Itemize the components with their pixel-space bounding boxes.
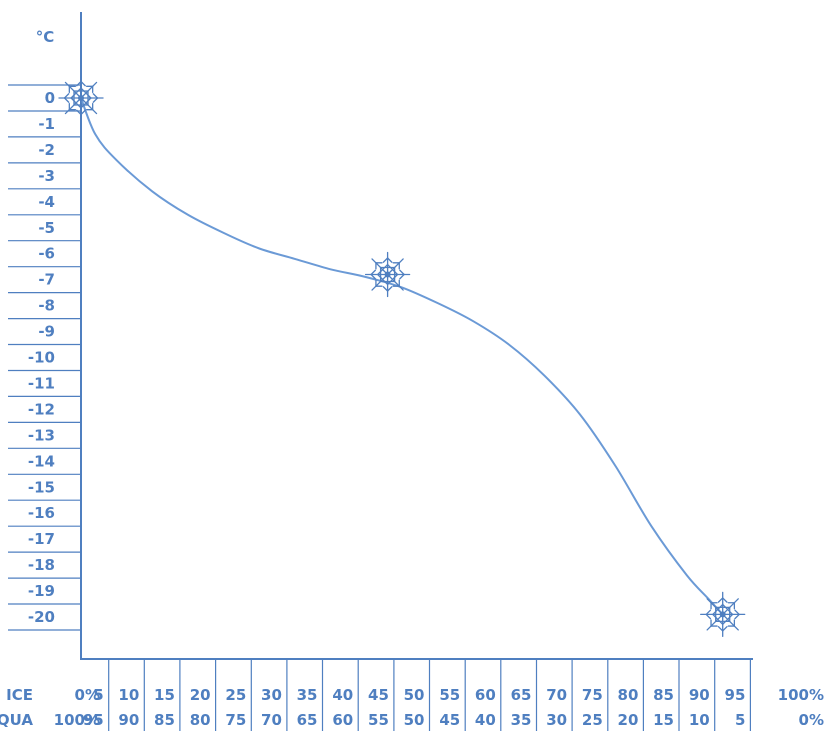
x-tick-label: 65 (297, 711, 318, 729)
x-tick-label: 100% (54, 711, 100, 729)
y-tick-label: -14 (28, 452, 55, 470)
x-tick-label: 95 (83, 711, 104, 729)
x-tick-label: 90 (118, 711, 139, 729)
y-tick-label: -9 (38, 323, 55, 341)
x-tick-label: 100% (778, 686, 824, 704)
x-tick-label: 65 (511, 686, 532, 704)
y-tick-label: -8 (38, 297, 55, 315)
snowflake-icon (700, 591, 746, 638)
y-tick-label: -1 (38, 115, 55, 133)
x-tick-label: 15 (154, 686, 175, 704)
x-tick-label: 70 (546, 686, 567, 704)
x-row-name: ICE (6, 686, 33, 704)
x-row-name: AQUA (0, 711, 33, 729)
x-tick-label: 55 (439, 686, 460, 704)
x-tick-label: 35 (511, 711, 532, 729)
x-tick-label: 10 (689, 711, 710, 729)
x-tick-label: 15 (653, 711, 674, 729)
y-tick-label: -11 (28, 374, 55, 392)
y-axis-unit-label: °C (36, 28, 55, 46)
y-tick-label: -18 (28, 556, 55, 574)
x-tick-label: 30 (261, 686, 282, 704)
x-tick-label: 85 (154, 711, 175, 729)
x-tick-label: 50 (404, 711, 425, 729)
x-tick-label: 10 (118, 686, 139, 704)
x-tick-label: 80 (618, 686, 639, 704)
y-tick-label: -13 (28, 426, 55, 444)
y-tick-label: -15 (28, 478, 55, 496)
y-tick-label: 0 (45, 89, 55, 107)
y-tick-label: -20 (28, 608, 55, 626)
x-tick-label: 95 (725, 686, 746, 704)
x-tick-label: 45 (368, 686, 389, 704)
x-tick-label: 80 (190, 711, 211, 729)
y-tick-label: -12 (28, 400, 55, 418)
x-tick-label: 90 (689, 686, 710, 704)
x-tick-label: 35 (297, 686, 318, 704)
x-tick-label: 50 (404, 686, 425, 704)
x-tick-label: 25 (582, 711, 603, 729)
y-tick-label: -6 (38, 245, 55, 263)
x-tick-label: 75 (582, 686, 603, 704)
x-tick-label: 55 (368, 711, 389, 729)
y-tick-label: -3 (38, 167, 55, 185)
x-tick-label: 0% (75, 686, 100, 704)
y-tick-label: -7 (38, 271, 55, 289)
x-tick-label: 60 (475, 686, 496, 704)
x-tick-label: 30 (546, 711, 567, 729)
y-tick-label: -19 (28, 582, 55, 600)
y-tick-label: -4 (38, 193, 55, 211)
x-tick-label: 45 (439, 711, 460, 729)
x-tick-label: 40 (332, 686, 353, 704)
x-tick-label: 20 (618, 711, 639, 729)
x-tick-label: 20 (190, 686, 211, 704)
x-tick-label: 75 (225, 711, 246, 729)
y-tick-label: -17 (28, 530, 55, 548)
y-tick-label: -2 (38, 141, 55, 159)
x-tick-label: 0% (799, 711, 824, 729)
temperature-curve (80, 97, 724, 616)
x-tick-label: 5 (93, 686, 103, 704)
x-tick-label: 5 (735, 711, 745, 729)
snowflake-icon (58, 75, 104, 121)
x-tick-label: 40 (475, 711, 496, 729)
y-tick-label: -5 (38, 219, 55, 237)
x-tick-label: 25 (225, 686, 246, 704)
y-tick-label: -16 (28, 504, 55, 522)
x-tick-label: 85 (653, 686, 674, 704)
x-tick-label: 70 (261, 711, 282, 729)
snowflake-icon (364, 251, 411, 298)
y-tick-label: -10 (28, 349, 55, 367)
x-tick-label: 60 (332, 711, 353, 729)
